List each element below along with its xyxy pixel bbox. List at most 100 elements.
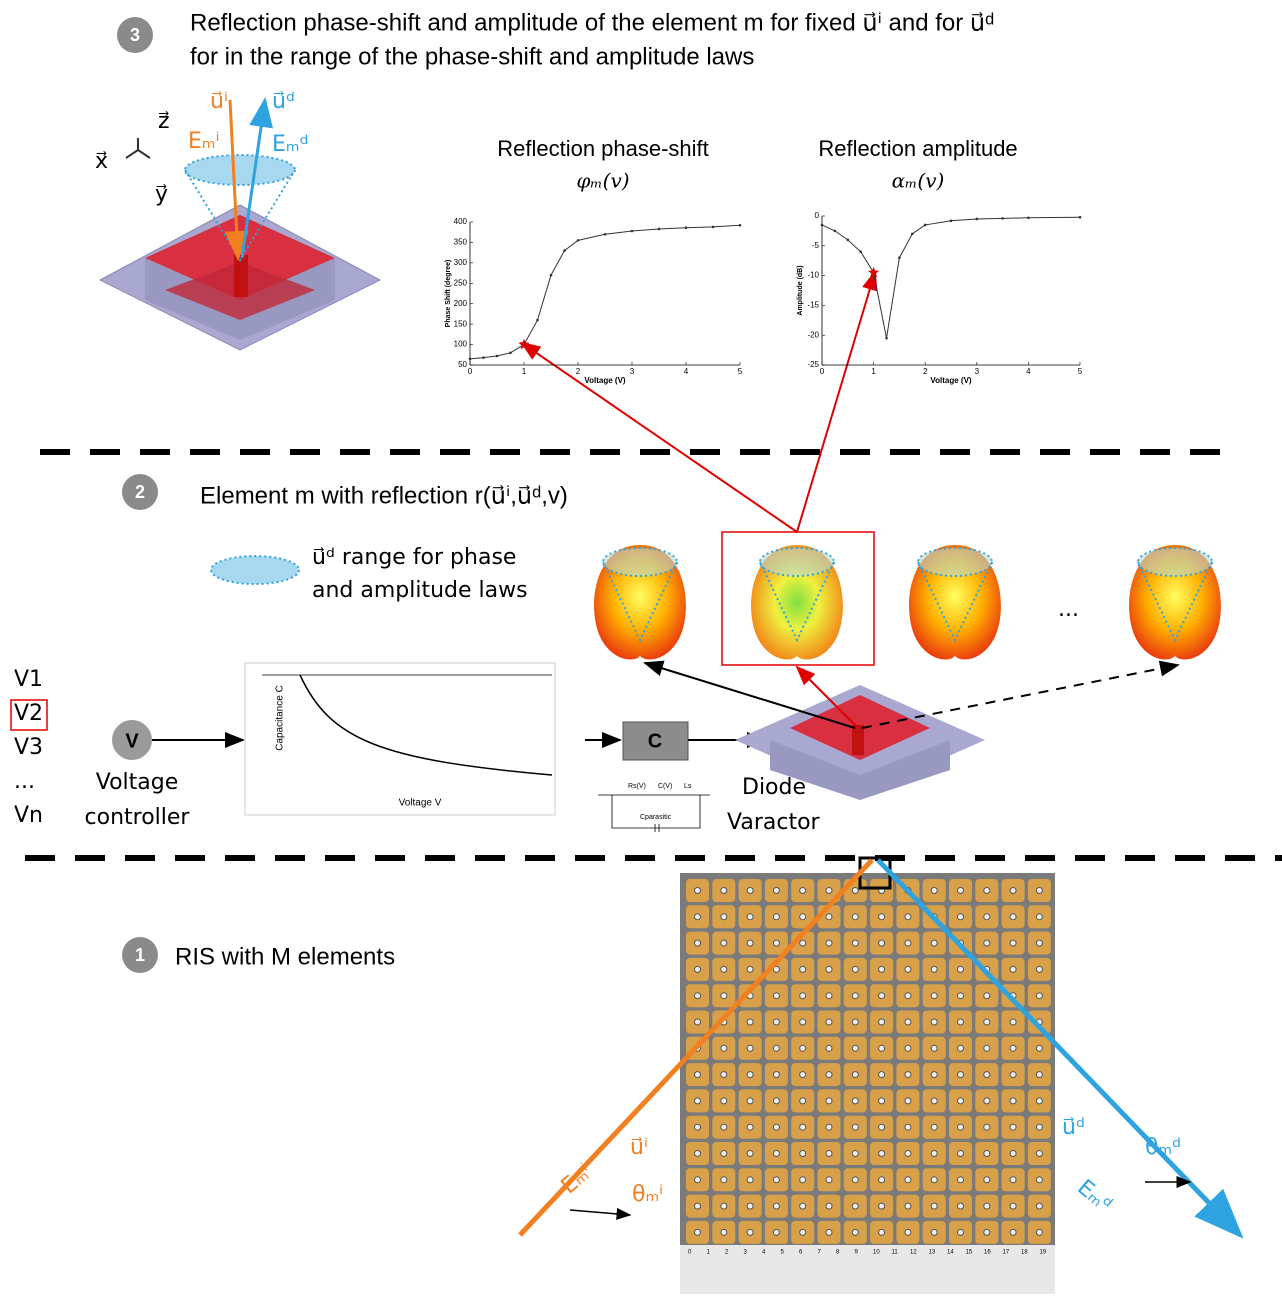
ris-via xyxy=(851,939,859,947)
ris-via xyxy=(878,1018,886,1026)
legend-text: u⃗ᵈ range for phase xyxy=(312,545,516,570)
ris-via xyxy=(930,1097,938,1105)
ris-via xyxy=(694,1071,701,1079)
ris-via xyxy=(904,1228,912,1236)
ris-via xyxy=(720,1044,728,1052)
data-point xyxy=(1078,215,1082,219)
x-tick-label: 4 xyxy=(1026,367,1031,376)
ris-via xyxy=(1035,1044,1043,1052)
legend-text: and amplitude laws xyxy=(312,578,528,603)
ris-via xyxy=(746,1123,754,1131)
ris-via xyxy=(825,1097,833,1105)
ris-via xyxy=(983,1018,991,1026)
x-tick-label: 0 xyxy=(820,367,825,376)
ris-via xyxy=(904,1150,912,1157)
voltage-label: ... xyxy=(14,769,35,794)
ris-via xyxy=(904,1097,912,1105)
ris-via xyxy=(1035,887,1043,894)
y-tick-label: 300 xyxy=(454,258,468,267)
ris-board xyxy=(680,873,1055,1294)
reflected-ray xyxy=(876,858,1244,1239)
ris-via xyxy=(694,1150,701,1157)
controller-label: Voltage xyxy=(96,770,179,795)
ris-via xyxy=(694,887,701,894)
x-tick-label: 1 xyxy=(871,367,876,376)
ris-via xyxy=(983,992,991,1000)
ris-via xyxy=(878,1202,886,1210)
ris-via xyxy=(957,965,964,973)
ris-via xyxy=(930,1176,938,1184)
ris-via xyxy=(746,1044,754,1052)
step-title: for in the range of the phase-shift and … xyxy=(190,43,754,70)
ris-via xyxy=(1009,1202,1017,1210)
field-label: Eₘⁱ xyxy=(188,129,220,154)
x-axis-label: Voltage (V) xyxy=(930,376,972,385)
ris-via xyxy=(1009,1228,1017,1236)
ris-via xyxy=(957,1097,964,1105)
ris-via xyxy=(957,992,964,1000)
ris-via xyxy=(983,1176,991,1184)
ris-via xyxy=(799,1176,807,1184)
angle-label: θₘᵈ xyxy=(1145,1135,1181,1160)
ris-via xyxy=(720,1176,728,1184)
ris-via xyxy=(746,939,754,947)
ris-via xyxy=(1035,1123,1043,1131)
ris-via xyxy=(746,1097,754,1105)
ris-via xyxy=(720,887,728,894)
element-3d xyxy=(735,685,985,800)
ris-via xyxy=(825,939,833,947)
ris-via xyxy=(772,1228,780,1236)
ris-via xyxy=(1009,913,1017,921)
x-tick-label: 3 xyxy=(975,367,980,376)
incident-ray xyxy=(518,858,874,1237)
ris-via xyxy=(694,939,701,947)
field-label: Eₘⁱ xyxy=(557,1160,597,1199)
ruler-label: 13 xyxy=(929,1250,936,1256)
ris-via xyxy=(930,1018,938,1026)
ruler-label: 0 xyxy=(688,1250,692,1256)
step-title: Reflection phase-shift and amplitude of … xyxy=(190,9,994,36)
ris-via xyxy=(1009,1123,1017,1131)
ris-via xyxy=(1009,1044,1017,1052)
ris-via xyxy=(983,887,991,894)
voltage-label: V2 xyxy=(14,701,43,726)
ris-via xyxy=(957,1150,964,1157)
ris-via xyxy=(720,1228,728,1236)
field-label: Eₘᵈ xyxy=(1072,1175,1116,1218)
x-tick-label: 3 xyxy=(630,367,635,376)
ruler-label: 7 xyxy=(818,1250,822,1256)
ris-via xyxy=(772,965,780,973)
ris-via xyxy=(1009,887,1017,894)
ris-via xyxy=(720,1123,728,1131)
ris-via xyxy=(957,913,964,921)
ris-via xyxy=(851,1071,859,1079)
capacitor-symbol: C xyxy=(648,730,662,752)
ris-via xyxy=(825,1071,833,1079)
step-title: RIS with M elements xyxy=(175,943,395,970)
axis-label: y⃗ xyxy=(155,182,168,207)
ris-via xyxy=(851,1150,859,1157)
axis-label: Voltage V xyxy=(399,798,442,809)
data-point xyxy=(833,229,837,233)
step-badge xyxy=(122,937,158,973)
ris-via xyxy=(957,1202,964,1210)
ris-via xyxy=(746,1228,754,1236)
ris-via xyxy=(825,913,833,921)
axis-label: Capacitance C xyxy=(275,685,286,751)
vector-label: u⃗ᵈ xyxy=(272,89,295,114)
ris-via xyxy=(904,965,912,973)
ris-via xyxy=(1009,1071,1017,1079)
ris-via xyxy=(799,965,807,973)
ris-via xyxy=(720,1097,728,1105)
ris-via xyxy=(1009,939,1017,947)
data-point xyxy=(949,219,953,223)
data-point xyxy=(468,357,472,361)
ris-via xyxy=(772,1150,780,1157)
y-tick-label: -15 xyxy=(807,301,819,310)
ris-via xyxy=(720,1202,728,1210)
ris-via xyxy=(1035,939,1043,947)
data-point xyxy=(846,238,850,242)
ris-via xyxy=(825,1176,833,1184)
ris-via xyxy=(694,1176,701,1184)
